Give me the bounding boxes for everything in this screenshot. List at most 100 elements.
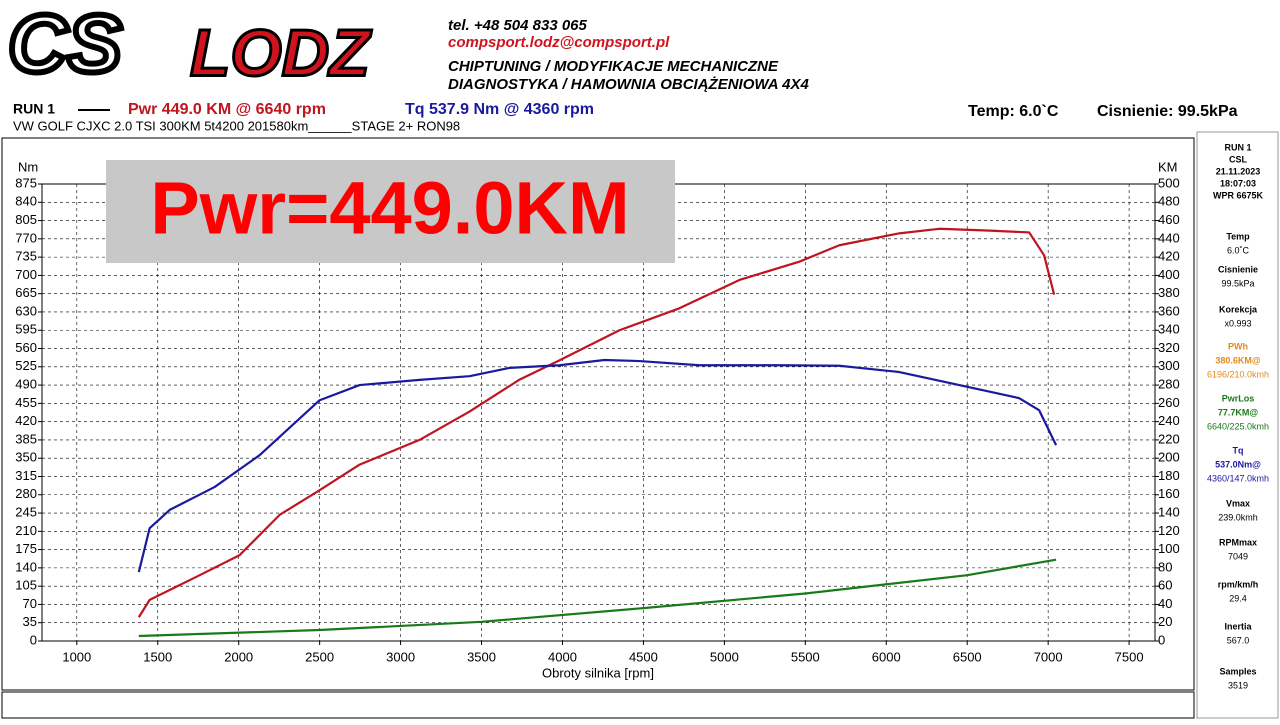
y-tick-label: 385 <box>15 431 37 446</box>
email: compsport.lodz@compsport.pl <box>448 34 670 51</box>
y2-tick-label: 260 <box>1158 395 1180 410</box>
sidebar-head: 21.11.2023 <box>1216 166 1261 176</box>
y2-axis-label: KM <box>1158 159 1178 174</box>
logo: CS LODZ <box>5 0 374 93</box>
sidebar-item: Tq <box>1233 445 1244 455</box>
y-tick-label: 105 <box>15 578 37 593</box>
x-tick-label: 5500 <box>791 649 820 664</box>
x-tick-label: 4000 <box>548 649 577 664</box>
y2-tick-label: 380 <box>1158 285 1180 300</box>
y2-tick-label: 140 <box>1158 504 1180 519</box>
sidebar-head: WPR 6675K <box>1213 190 1264 200</box>
sidebar-item: RPMmax <box>1219 537 1257 547</box>
y2-tick-label: 500 <box>1158 175 1180 190</box>
y2-tick-label: 300 <box>1158 358 1180 373</box>
sidebar-item: Cisnienie <box>1218 264 1258 274</box>
y-tick-label: 280 <box>15 486 37 501</box>
sidebar-item: 239.0kmh <box>1218 512 1258 522</box>
y-tick-label: 140 <box>15 559 37 574</box>
y-tick-label: 490 <box>15 377 37 392</box>
sidebar-item: 3519 <box>1228 680 1248 690</box>
y2-tick-label: 240 <box>1158 413 1180 428</box>
sidebar-item: 537.0Nm@ <box>1215 459 1261 469</box>
x-tick-label: 2500 <box>305 649 334 664</box>
y2-tick-label: 320 <box>1158 340 1180 355</box>
sidebar-item: 6196/210.0kmh <box>1207 369 1269 379</box>
series-line <box>138 558 1057 638</box>
y-tick-label: 630 <box>15 303 37 318</box>
y2-tick-label: 80 <box>1158 559 1172 574</box>
x-tick-label: 7000 <box>1034 649 1063 664</box>
run-tq: Tq 537.9 Nm @ 4360 rpm <box>405 101 594 118</box>
run-pwr: Pwr 449.0 KM @ 6640 rpm <box>128 101 326 118</box>
bottom-box <box>1 691 1195 719</box>
x-tick-label: 1500 <box>143 649 172 664</box>
sidebar-item: 4360/147.0kmh <box>1207 473 1269 483</box>
x-tick-label: 1000 <box>62 649 91 664</box>
sidebar-head: CSL <box>1229 154 1248 164</box>
y2-tick-label: 100 <box>1158 541 1180 556</box>
y2-tick-label: 400 <box>1158 267 1180 282</box>
y2-tick-label: 120 <box>1158 523 1180 538</box>
y-tick-label: 525 <box>15 358 37 373</box>
logo-lodz: LODZ <box>190 15 372 89</box>
sidebar-item: Inertia <box>1224 621 1252 631</box>
sidebar-item: 380.6KM@ <box>1215 355 1261 365</box>
chart-frame <box>1 137 1195 691</box>
overlay-box <box>106 160 675 263</box>
sidebar-item: 6.0˚C <box>1227 245 1250 255</box>
sidebar <box>1196 131 1279 719</box>
y-tick-label: 560 <box>15 340 37 355</box>
sidebar-item: x0.993 <box>1224 318 1251 328</box>
x-tick-label: 7500 <box>1115 649 1144 664</box>
y-axis-label: Nm <box>18 159 38 174</box>
sidebar-item: PWh <box>1228 341 1248 351</box>
y-tick-label: 350 <box>15 450 37 465</box>
car: VW GOLF CJXC 2.0 TSI 300KM 5t4200 201580… <box>13 118 460 133</box>
pressure: Cisnienie: 99.5kPa <box>1097 103 1238 120</box>
x-tick-label: 3000 <box>386 649 415 664</box>
x-axis-label: Obroty silnika [rpm] <box>542 665 654 680</box>
y-tick-label: 770 <box>15 230 37 245</box>
y-tick-label: 245 <box>15 504 37 519</box>
y2-tick-label: 340 <box>1158 322 1180 337</box>
y2-tick-label: 280 <box>1158 377 1180 392</box>
series-line <box>137 358 1058 573</box>
header-line: CHIPTUNING / MODYFIKACJE MECHANICZNE <box>448 58 779 75</box>
header-line: DIAGNOSTYKA / HAMOWNIA OBCIĄŻENIOWA 4X4 <box>448 76 810 93</box>
y-tick-label: 35 <box>23 614 37 629</box>
sidebar-item: 567.0 <box>1227 635 1250 645</box>
x-tick-label: 3500 <box>467 649 496 664</box>
y-tick-label: 665 <box>15 285 37 300</box>
sidebar-item: PwrLos <box>1222 393 1255 403</box>
y-tick-label: 420 <box>15 413 37 428</box>
y2-tick-label: 360 <box>1158 303 1180 318</box>
y2-tick-label: 60 <box>1158 578 1172 593</box>
y-tick-label: 700 <box>15 267 37 282</box>
sidebar-item: Temp <box>1226 231 1250 241</box>
x-tick-label: 6000 <box>872 649 901 664</box>
y2-tick-label: 220 <box>1158 431 1180 446</box>
y2-tick-label: 460 <box>1158 212 1180 227</box>
y-tick-label: 875 <box>15 175 37 190</box>
y-tick-label: 0 <box>30 632 37 647</box>
y-tick-label: 840 <box>15 194 37 209</box>
y2-tick-label: 40 <box>1158 596 1172 611</box>
y2-tick-label: 440 <box>1158 230 1180 245</box>
y-tick-label: 175 <box>15 541 37 556</box>
y2-tick-label: 160 <box>1158 486 1180 501</box>
overlay-text: Pwr=449.0KM <box>150 167 629 250</box>
temp: Temp: 6.0`C <box>968 103 1059 120</box>
sidebar-head: RUN 1 <box>1224 142 1251 152</box>
x-tick-label: 4500 <box>629 649 658 664</box>
phone: tel. +48 504 833 065 <box>448 17 588 34</box>
y2-tick-label: 0 <box>1158 632 1165 647</box>
sidebar-item: 6640/225.0kmh <box>1207 421 1269 431</box>
plot: 0 35 70 105 140 175 210 245 280 315 350 385 420 455 49… <box>15 159 1179 680</box>
sidebar-item: 29.4 <box>1229 593 1247 603</box>
sidebar-item: Korekcja <box>1219 304 1258 314</box>
run-label: RUN 1 <box>13 101 55 117</box>
y-tick-label: 210 <box>15 523 37 538</box>
y-tick-label: 315 <box>15 468 37 483</box>
